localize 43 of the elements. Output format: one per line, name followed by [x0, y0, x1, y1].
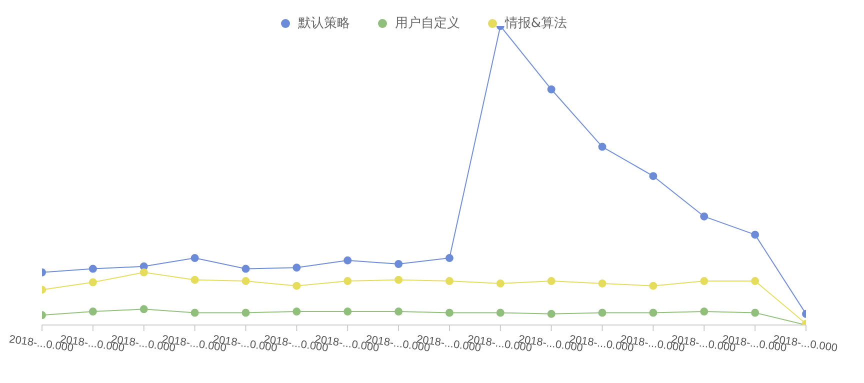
point — [649, 172, 658, 180]
point — [649, 282, 658, 290]
point — [751, 308, 760, 317]
point — [292, 308, 301, 316]
point — [496, 308, 504, 317]
point — [445, 254, 454, 262]
point — [190, 276, 199, 284]
point — [292, 264, 301, 272]
point — [394, 276, 403, 284]
legend-label: 默认策略 — [296, 15, 350, 32]
point — [140, 305, 148, 314]
point — [547, 85, 556, 94]
point — [190, 254, 199, 262]
point — [598, 308, 606, 317]
point — [445, 277, 454, 286]
point — [700, 308, 708, 316]
point — [547, 310, 556, 318]
point — [190, 308, 199, 317]
point — [649, 308, 658, 317]
point — [751, 230, 760, 239]
legend-label: 情报&算法 — [504, 15, 568, 32]
point — [242, 308, 250, 317]
point — [344, 256, 352, 264]
point — [394, 260, 403, 268]
point — [751, 277, 760, 286]
point — [700, 212, 708, 220]
point — [88, 264, 97, 273]
point — [88, 308, 97, 316]
point — [394, 308, 403, 316]
point — [547, 277, 556, 286]
legend-label: 用户自定义 — [394, 15, 460, 32]
point — [242, 277, 250, 286]
point — [344, 277, 352, 286]
point — [140, 268, 148, 276]
point — [598, 279, 606, 288]
point — [292, 282, 301, 290]
point — [445, 308, 454, 317]
point — [344, 308, 352, 316]
point — [496, 279, 504, 288]
point — [88, 278, 97, 286]
point — [242, 264, 250, 273]
point — [598, 142, 606, 151]
point — [700, 277, 708, 286]
